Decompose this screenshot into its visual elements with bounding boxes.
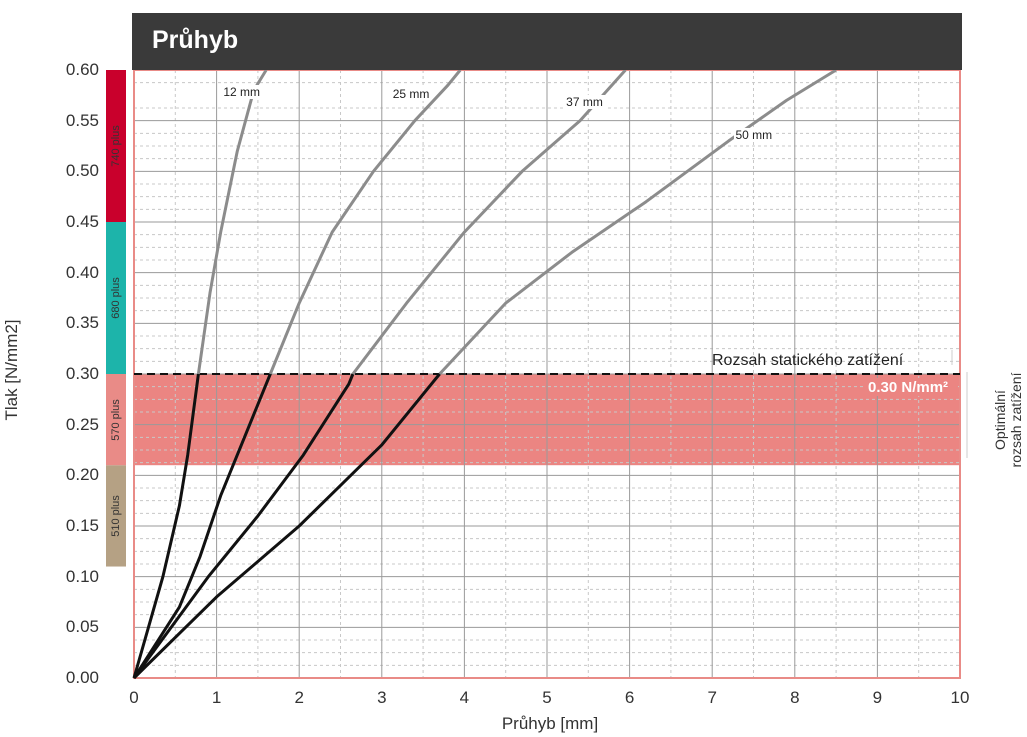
static-range-label: Rozsah statického zatížení (712, 352, 904, 369)
threshold-value-badge: 0.30 N/mm² (868, 379, 949, 396)
y-tick-label: 0.30 (65, 364, 99, 383)
x-tick-label: 4 (459, 688, 470, 707)
y-tick-label: 0.50 (65, 161, 99, 181)
series-line-lower (132, 373, 441, 680)
series-label: 37 mm (564, 95, 605, 110)
y-tick-label: 0.20 (65, 465, 99, 485)
threshold-value-badge-bg (866, 378, 958, 396)
x-tick-label: 1 (211, 688, 222, 707)
series-line-upper (351, 68, 627, 375)
series-line-lower (132, 373, 200, 679)
series-line-lower (132, 373, 272, 679)
series-line-upper (268, 69, 462, 375)
y-tick-label: 0.35 (65, 313, 99, 333)
series-label: 50 mm (733, 127, 775, 142)
x-tick-label: 7 (707, 688, 717, 707)
x-axis-label: Průhyb [mm] (501, 714, 599, 733)
y-tick-label: 0.60 (65, 60, 99, 79)
x-tick-label: 6 (624, 688, 635, 707)
series-line-lower (132, 373, 355, 679)
y-tick-label: 0.15 (65, 516, 99, 535)
y-tick-label: 0.55 (65, 110, 99, 130)
series-line-upper (438, 68, 837, 376)
y-tick-label: 0.45 (65, 212, 99, 231)
series-label: 12 mm (221, 85, 263, 100)
product-band (106, 374, 126, 466)
chart-header: Průhyb (132, 13, 962, 70)
x-tick-label: 5 (542, 688, 552, 707)
product-band-label: 570 plus (110, 398, 122, 441)
x-tick-label: 2 (294, 688, 304, 707)
y-tick-label: 0.00 (65, 668, 99, 687)
product-band-label: 510 plus (110, 495, 122, 537)
y-tick-label: 0.25 (65, 414, 99, 434)
y-tick-label: 0.10 (65, 566, 99, 586)
x-tick-label: 3 (377, 688, 387, 707)
y-axis-label: Tlak [N/mm2] (2, 319, 21, 421)
x-tick-label: 9 (872, 688, 883, 707)
x-tick-label: 8 (790, 688, 800, 707)
optimal-range-label: Optimální rozsah zatížení (992, 372, 1024, 468)
y-tick-label: 0.05 (65, 617, 99, 637)
product-band (106, 70, 126, 222)
y-tick-label: 0.40 (65, 262, 99, 282)
product-band-label: 740 plus (110, 125, 122, 167)
series-label: 25 mm (390, 87, 432, 102)
product-band (106, 222, 126, 374)
chart-title: Průhyb (152, 26, 239, 54)
x-tick-label: 10 (950, 688, 970, 707)
product-band-label: 680 plus (110, 277, 122, 319)
product-band (106, 465, 126, 567)
x-tick-label: 0 (129, 688, 139, 707)
